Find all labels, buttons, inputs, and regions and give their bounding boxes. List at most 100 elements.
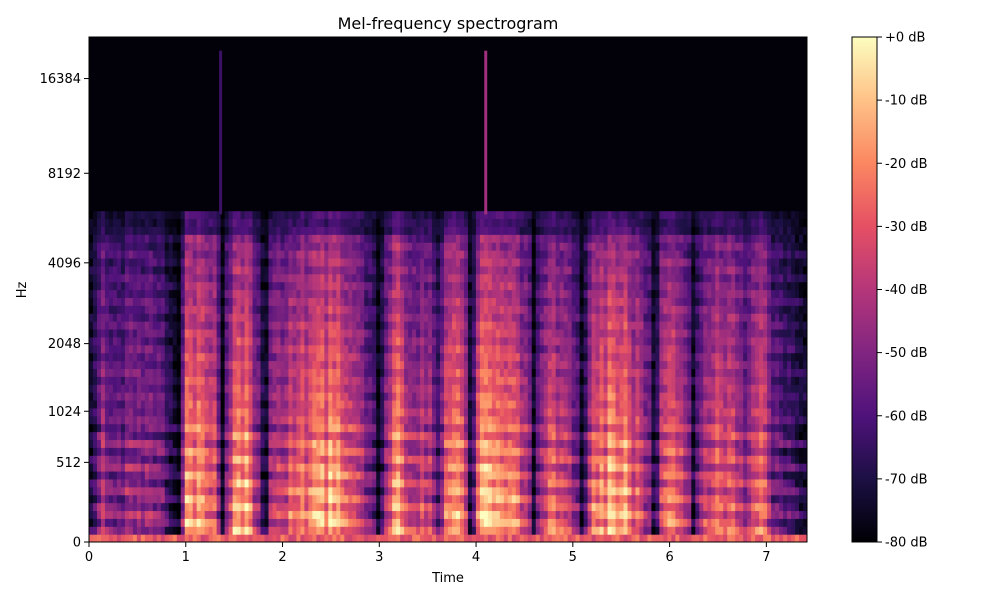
spectrogram-cell bbox=[288, 163, 294, 172]
spectrogram-cell bbox=[308, 202, 313, 212]
spectrogram-cell bbox=[96, 273, 102, 283]
spectrogram-cell bbox=[156, 123, 162, 133]
spectrogram-cell bbox=[192, 431, 198, 441]
spectrogram-cell bbox=[240, 92, 246, 101]
spectrogram-cell bbox=[348, 250, 353, 259]
spectrogram-cell bbox=[124, 139, 130, 149]
spectrogram-cell bbox=[240, 202, 246, 212]
spectrogram-cell bbox=[364, 455, 369, 464]
spectrogram-cell bbox=[336, 250, 341, 259]
spectrogram-cell bbox=[96, 289, 102, 298]
spectrogram-cell bbox=[316, 494, 321, 504]
spectrogram-cell bbox=[336, 321, 341, 330]
spectrogram-cell bbox=[148, 100, 154, 109]
spectrogram-cell bbox=[344, 281, 349, 291]
spectrogram-cell bbox=[188, 179, 194, 188]
spectrogram-cell bbox=[292, 502, 298, 512]
spectrogram-cell bbox=[212, 463, 218, 472]
spectrogram-cell bbox=[200, 226, 206, 235]
spectrogram-cell bbox=[160, 510, 166, 519]
spectrogram-cell bbox=[116, 289, 122, 298]
spectrogram-cell bbox=[312, 455, 317, 464]
spectrogram-cell bbox=[144, 281, 150, 291]
spectrogram-cell bbox=[228, 171, 234, 180]
spectrogram-cell bbox=[356, 147, 361, 156]
spectrogram-cell bbox=[152, 526, 158, 535]
spectrogram-cell bbox=[268, 305, 274, 314]
spectrogram-cell bbox=[132, 265, 138, 275]
spectrogram-cell bbox=[140, 123, 146, 133]
spectrogram-cell bbox=[380, 455, 385, 464]
spectrogram-cell bbox=[300, 526, 305, 535]
spectrogram-cell bbox=[340, 407, 345, 417]
spectrogram-cell bbox=[384, 234, 389, 243]
spectrogram-cell bbox=[312, 60, 317, 70]
spectrogram-cell bbox=[232, 321, 238, 330]
spectrogram-cell bbox=[360, 123, 365, 133]
spectrogram-cell bbox=[236, 44, 242, 54]
spectrogram-cell bbox=[196, 352, 202, 362]
spectrogram-cell bbox=[304, 526, 309, 535]
spectrogram-cell bbox=[328, 455, 333, 464]
spectrogram-cell bbox=[288, 139, 294, 149]
spectrogram-cell bbox=[304, 218, 309, 227]
spectrogram-cell bbox=[140, 439, 146, 448]
spectrogram-cell bbox=[272, 392, 278, 401]
spectrogram-cell bbox=[288, 226, 294, 235]
spectrogram-cell bbox=[100, 502, 106, 512]
spectrogram-cell bbox=[296, 234, 302, 243]
spectrogram-cell bbox=[292, 92, 298, 101]
spectrogram-cell bbox=[168, 210, 174, 220]
spectrogram-cell bbox=[352, 328, 357, 338]
spectrogram-cell bbox=[240, 76, 246, 85]
spectrogram-cell bbox=[92, 115, 98, 125]
spectrogram-cell bbox=[240, 478, 246, 488]
spectrogram-cell bbox=[132, 392, 138, 401]
spectrogram-cell bbox=[288, 250, 294, 259]
spectrogram-cell bbox=[372, 313, 377, 322]
spectrogram-cell bbox=[332, 123, 337, 133]
spectrogram-cell bbox=[312, 344, 317, 354]
spectrogram-cell bbox=[284, 534, 290, 542]
spectrogram-cell bbox=[100, 84, 106, 93]
spectrogram-cell bbox=[284, 360, 290, 370]
spectrogram-cell bbox=[212, 186, 218, 196]
spectrogram-cell bbox=[112, 289, 118, 298]
spectrogram-cell bbox=[380, 360, 385, 370]
spectrogram-cell bbox=[96, 392, 102, 401]
spectrogram-cell bbox=[112, 218, 118, 227]
spectrogram-cell bbox=[256, 194, 262, 204]
spectrogram-cell bbox=[96, 226, 102, 235]
spectrogram-cell bbox=[164, 305, 170, 314]
spectrogram-cell bbox=[232, 202, 238, 212]
spectrogram-cell bbox=[344, 321, 349, 330]
spectrogram-cell bbox=[124, 147, 130, 156]
spectrogram-cell bbox=[332, 344, 337, 354]
spectrogram-cell bbox=[108, 226, 114, 235]
spectrogram-cell bbox=[228, 139, 234, 149]
spectrogram-cell bbox=[392, 179, 397, 188]
spectrogram-cell bbox=[384, 447, 389, 456]
spectrogram-cell bbox=[252, 478, 258, 488]
spectrogram-cell bbox=[196, 486, 202, 496]
spectrogram-cell bbox=[264, 281, 270, 291]
spectrogram-cell bbox=[280, 131, 286, 141]
spectrogram-cell bbox=[372, 281, 377, 291]
spectrogram-cell bbox=[296, 470, 302, 480]
spectrogram-cell bbox=[240, 328, 246, 338]
spectrogram-cell bbox=[120, 463, 126, 472]
spectrogram-cell bbox=[248, 447, 254, 456]
spectrogram-cell bbox=[128, 202, 134, 212]
spectrogram-cell bbox=[164, 44, 170, 54]
spectrogram-cell bbox=[132, 431, 138, 441]
spectrogram-cell bbox=[256, 399, 262, 409]
spectrogram-cell bbox=[112, 92, 118, 101]
spectrogram-cell bbox=[312, 439, 317, 448]
spectrogram-cell bbox=[96, 218, 102, 227]
spectrogram-cell bbox=[320, 534, 325, 542]
spectrogram-cell bbox=[340, 281, 345, 291]
spectrogram-cell bbox=[112, 415, 118, 425]
spectrogram-cell bbox=[240, 210, 246, 220]
spectrogram-cell bbox=[220, 123, 226, 133]
spectrogram-cell bbox=[164, 163, 170, 172]
